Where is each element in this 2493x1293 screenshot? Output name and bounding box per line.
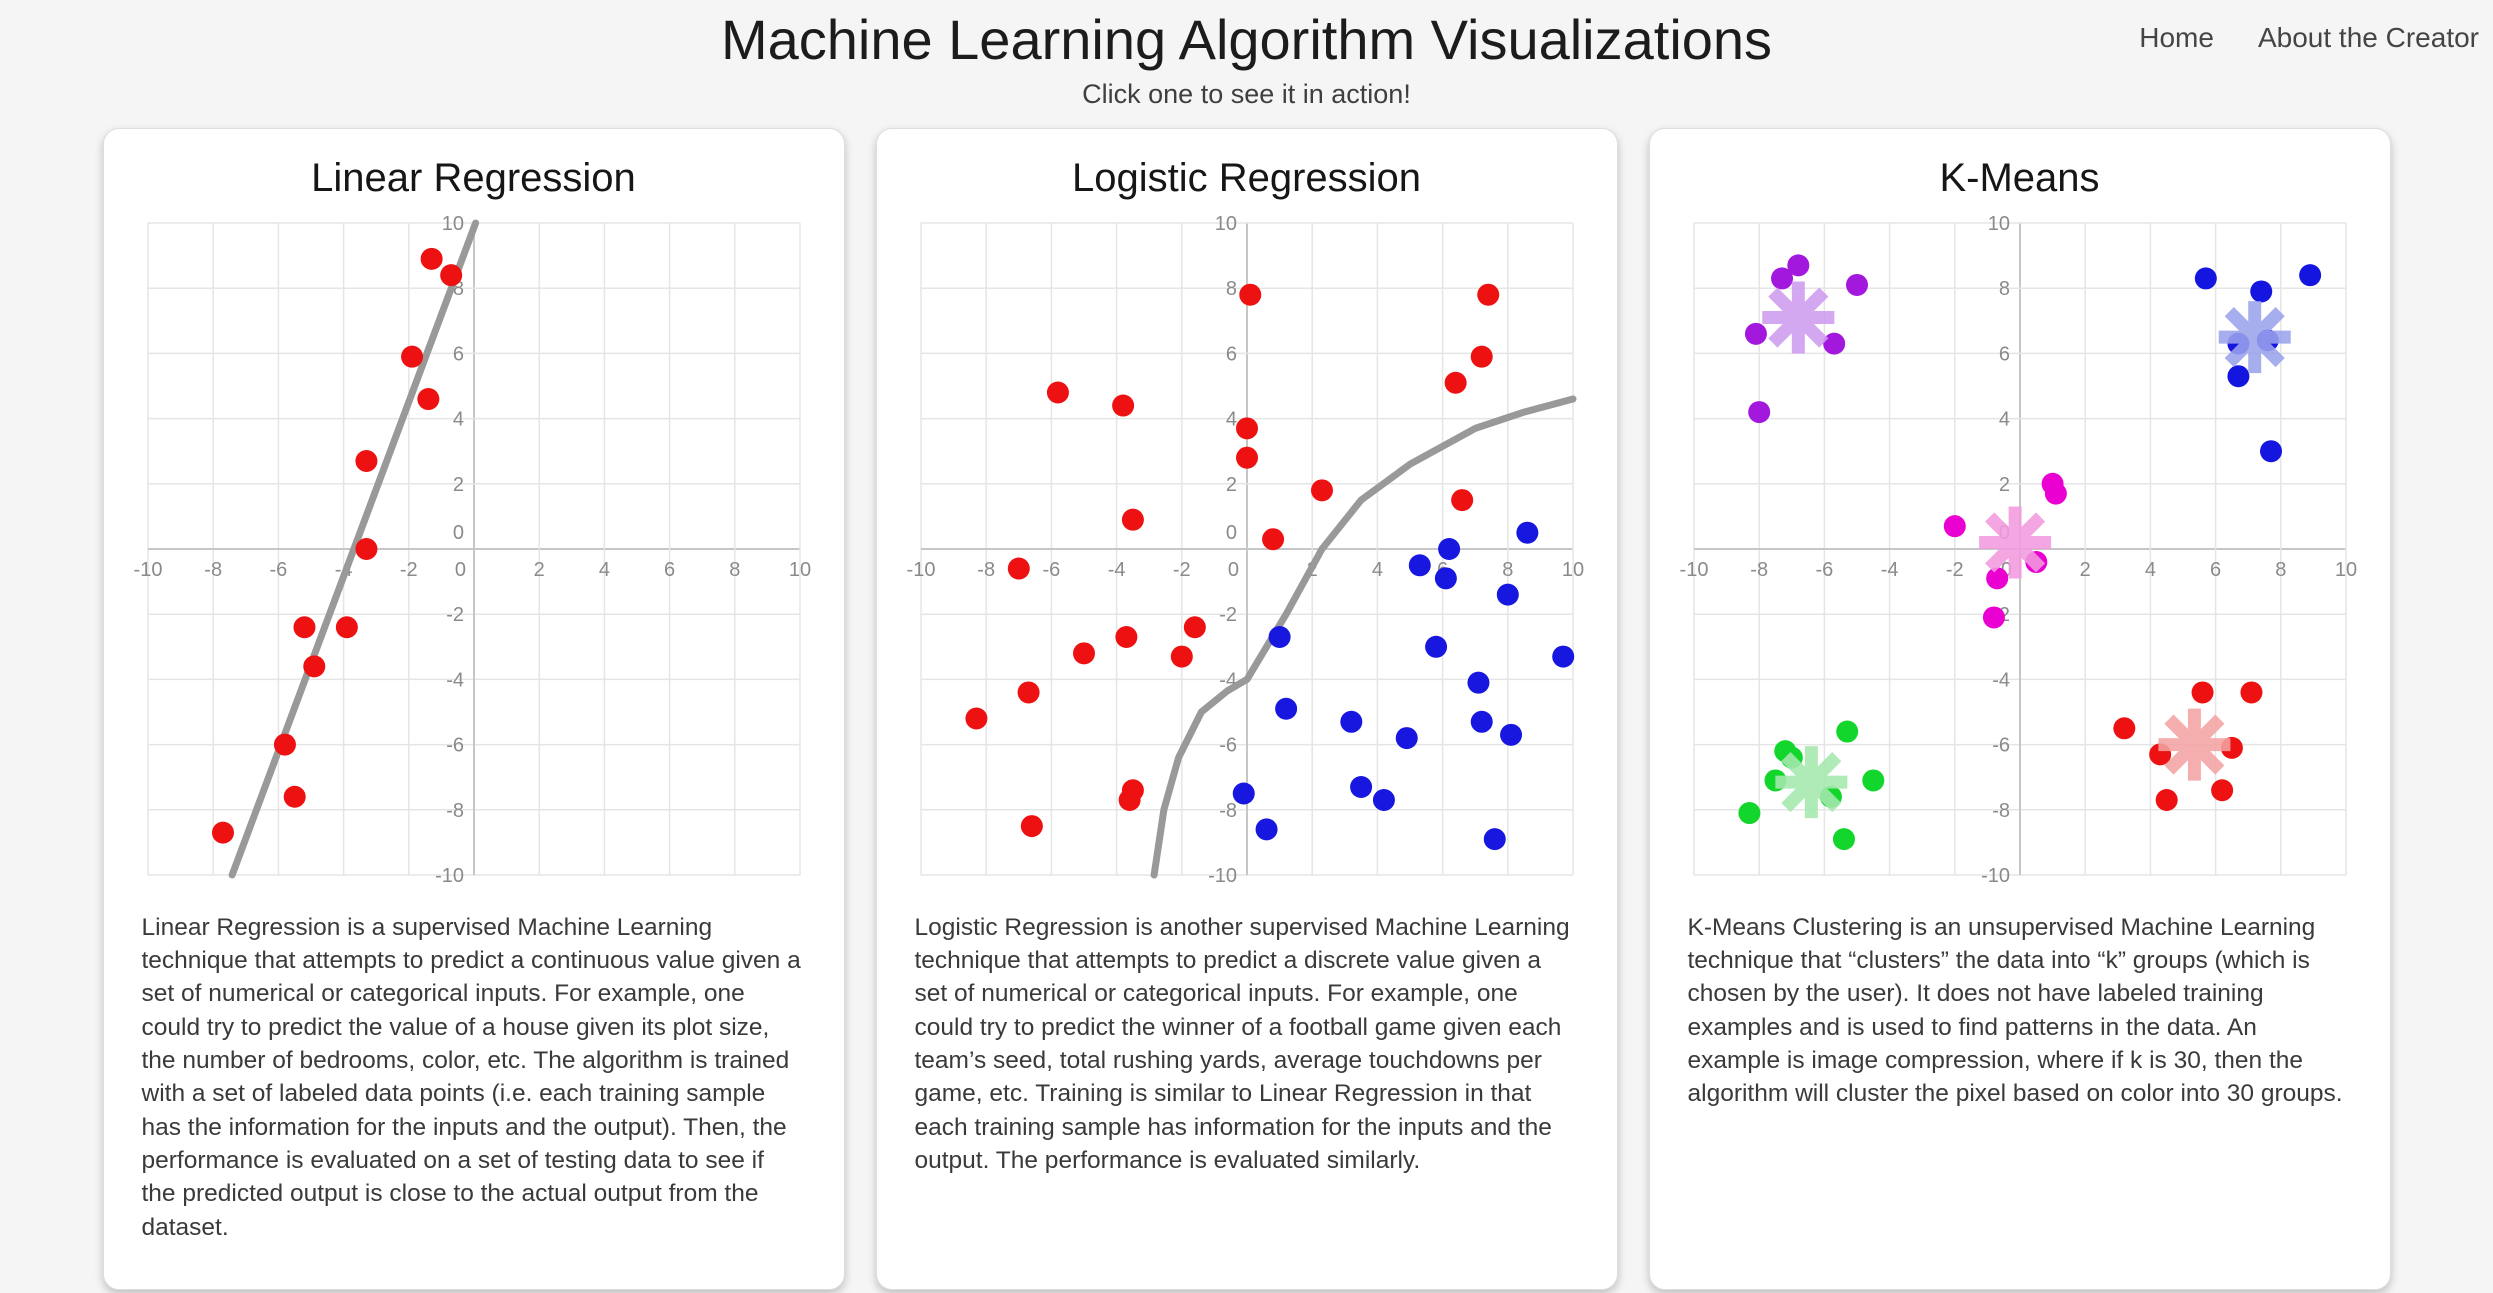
svg-text:6: 6 — [1998, 343, 2009, 365]
svg-text:8: 8 — [452, 278, 463, 300]
svg-text:6: 6 — [452, 343, 463, 365]
svg-text:2: 2 — [1225, 474, 1236, 496]
svg-text:2: 2 — [1998, 474, 2009, 496]
svg-text:8: 8 — [1225, 278, 1236, 300]
svg-text:-10: -10 — [1679, 559, 1708, 581]
svg-text:6: 6 — [664, 559, 675, 581]
svg-text:4: 4 — [1371, 559, 1382, 581]
card-title: Linear Regression — [311, 155, 636, 200]
top-nav: Home About the Creator — [2139, 22, 2479, 54]
svg-text:6: 6 — [1225, 343, 1236, 365]
card-logistic-regression[interactable]: Logistic Regression -10 -10 -8 -8 -6 -6 -4 -4 -2… — [875, 127, 1618, 1290]
svg-text:-8: -8 — [1750, 559, 1768, 581]
svg-text:-8: -8 — [1992, 800, 2010, 822]
svg-text:0: 0 — [1227, 559, 1238, 581]
svg-text:2: 2 — [533, 559, 544, 581]
svg-text:10: 10 — [441, 213, 463, 235]
svg-text:-8: -8 — [977, 559, 995, 581]
card-description: Logistic Regression is another supervise… — [914, 913, 1570, 1174]
svg-text:8: 8 — [2275, 559, 2286, 581]
svg-text:-10: -10 — [906, 559, 935, 581]
svg-text:-6: -6 — [1815, 559, 1833, 581]
svg-text:2: 2 — [2079, 559, 2090, 581]
svg-text:-8: -8 — [1219, 800, 1237, 822]
svg-text:0: 0 — [454, 559, 465, 581]
nav-link-about-the-creator[interactable]: About the Creator — [2257, 22, 2479, 53]
linear-regression-chart: -10 -10 -8 -8 -6 -6 -4 -4 -2 -2 0 0 2 2 4 4 6 6 8 8 10 10 — [133, 213, 811, 887]
svg-text:6: 6 — [2210, 559, 2221, 581]
svg-text:10: 10 — [788, 559, 810, 581]
svg-text:-4: -4 — [1880, 559, 1898, 581]
svg-text:-2: -2 — [1945, 559, 1963, 581]
svg-text:4: 4 — [1225, 408, 1236, 430]
svg-text:-2: -2 — [446, 604, 464, 626]
svg-text:-10: -10 — [1208, 865, 1237, 887]
svg-text:4: 4 — [1998, 408, 2009, 430]
svg-text:0: 0 — [452, 522, 463, 544]
svg-text:-6: -6 — [1992, 734, 2010, 756]
svg-text:4: 4 — [452, 408, 463, 430]
svg-text:-8: -8 — [446, 800, 464, 822]
svg-text:10: 10 — [1214, 213, 1236, 235]
svg-text:4: 4 — [598, 559, 609, 581]
svg-text:-2: -2 — [1219, 604, 1237, 626]
svg-text:10: 10 — [2334, 559, 2356, 581]
svg-text:-2: -2 — [399, 559, 417, 581]
nav-link-home[interactable]: Home — [2139, 22, 2214, 53]
page-header: Home About the Creator Machine Learning … — [0, 0, 2493, 111]
svg-text:-6: -6 — [1042, 559, 1060, 581]
svg-text:-4: -4 — [1107, 559, 1125, 581]
svg-text:8: 8 — [1502, 559, 1513, 581]
svg-text:-10: -10 — [435, 865, 464, 887]
svg-text:8: 8 — [729, 559, 740, 581]
algorithm-cards: Linear Regression -10 -10 -8 -8 -6 -6 -4 -4 -2 -2… — [0, 127, 2493, 1290]
svg-text:-6: -6 — [269, 559, 287, 581]
card-title: Logistic Regression — [1071, 155, 1422, 200]
svg-text:10: 10 — [1987, 213, 2009, 235]
svg-text:2: 2 — [452, 474, 463, 496]
svg-text:0: 0 — [1225, 522, 1236, 544]
svg-text:-6: -6 — [446, 734, 464, 756]
svg-text:10: 10 — [1561, 559, 1583, 581]
card-linear-regression[interactable]: Linear Regression -10 -10 -8 -8 -6 -6 -4 -4 -2 -2… — [102, 127, 845, 1290]
page-subtitle: Click one to see it in action! — [1082, 79, 1411, 110]
svg-text:-4: -4 — [446, 669, 464, 691]
card-title: K-Means — [1939, 155, 2100, 200]
svg-text:-10: -10 — [133, 559, 162, 581]
svg-text:-6: -6 — [1219, 734, 1237, 756]
svg-text:8: 8 — [1998, 278, 2009, 300]
svg-text:-10: -10 — [1981, 865, 2010, 887]
page-title: Machine Learning Algorithm Visualization… — [720, 8, 1773, 71]
svg-text:0: 0 — [2000, 559, 2011, 581]
svg-text:-4: -4 — [1992, 669, 2010, 691]
svg-text:4: 4 — [2144, 559, 2155, 581]
card-description: K-Means Clustering is an unsupervised Ma… — [1687, 913, 2343, 1108]
card-description: Linear Regression is a supervised Machin… — [141, 913, 801, 1241]
svg-text:-8: -8 — [204, 559, 222, 581]
svg-text:-2: -2 — [1172, 559, 1190, 581]
card-k-means[interactable]: K-Means -10-10-8-8-6-6-4-4-2-20022446688… — [1648, 127, 2391, 1290]
